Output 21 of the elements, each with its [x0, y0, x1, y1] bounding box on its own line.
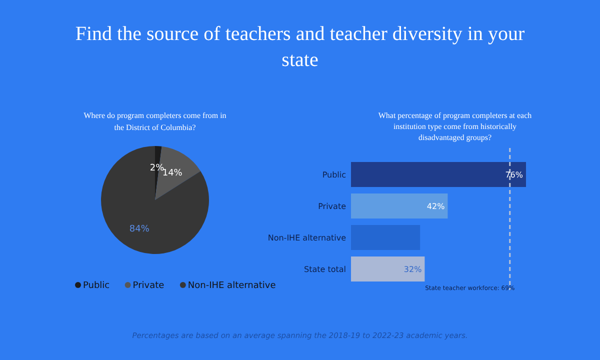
legend-label: Private — [132, 281, 165, 291]
bar — [351, 194, 448, 218]
data-label: 84% — [129, 224, 150, 234]
bar — [351, 256, 425, 282]
y-tick-label: Private — [318, 202, 346, 211]
pie-slice — [101, 146, 209, 254]
bar — [351, 225, 420, 250]
data-label: 14% — [162, 168, 183, 179]
y-tick-label: Non-IHE alternative — [268, 234, 346, 242]
y-tick-label: Public — [322, 170, 346, 180]
bar — [351, 162, 526, 187]
chart-title: What percentage of program completers at each institution type come from historically disadvantaged groups? — [378, 111, 532, 142]
legend-label: Public — [83, 281, 110, 291]
chart-title: Find the source of teachers and teacher diversity in your state — [75, 23, 525, 71]
legend-label: Non-IHE alternative — [188, 281, 276, 291]
data-label: 76% — [505, 170, 524, 180]
data-label: 2% — [150, 164, 165, 174]
data-label: 42% — [426, 202, 446, 211]
data-label: 32% — [404, 265, 422, 274]
y-tick-label: State total — [304, 265, 346, 274]
chart-subtitle: Where do program completers come from in the District of Columbia? — [84, 111, 226, 132]
